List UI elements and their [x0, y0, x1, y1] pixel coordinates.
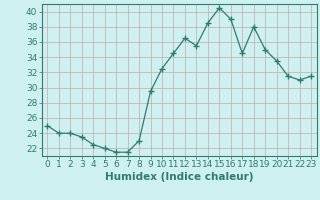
X-axis label: Humidex (Indice chaleur): Humidex (Indice chaleur): [105, 172, 253, 182]
